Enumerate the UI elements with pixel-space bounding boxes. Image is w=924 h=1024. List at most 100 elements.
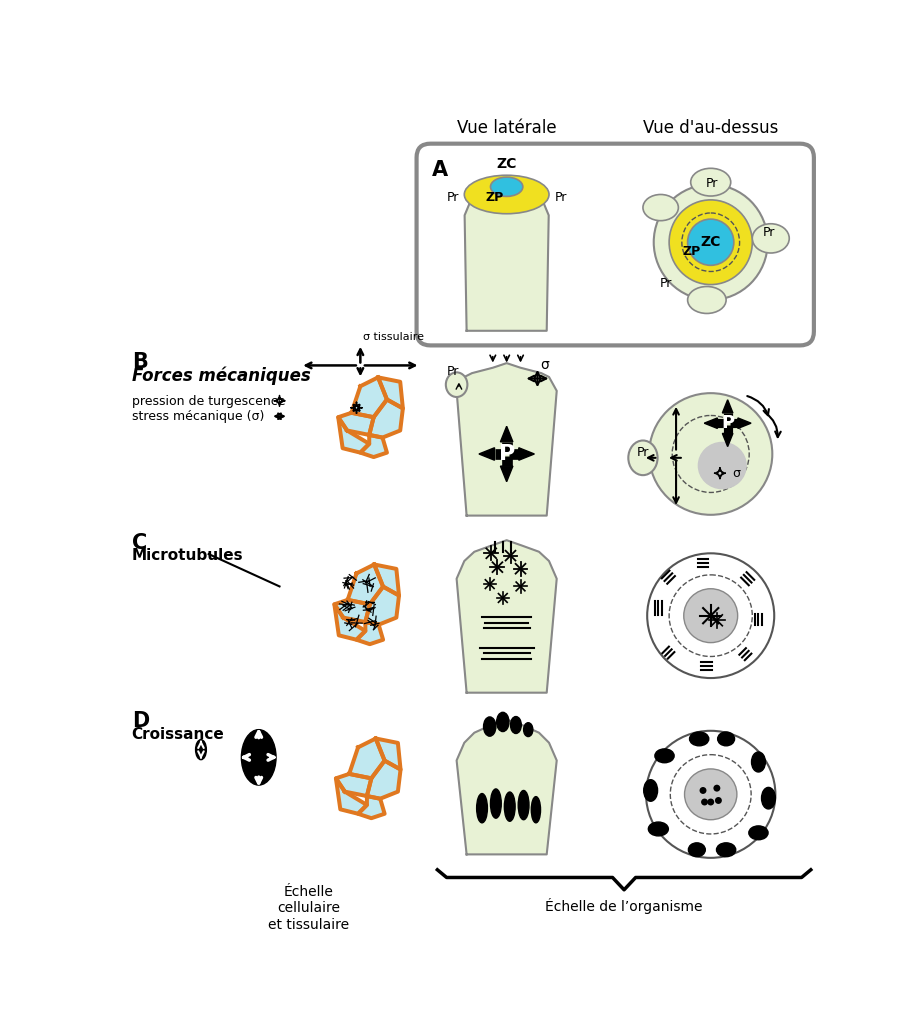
Ellipse shape (649, 393, 772, 515)
Text: Forces mécaniques: Forces mécaniques (132, 367, 310, 385)
Text: Pr: Pr (446, 366, 459, 379)
Ellipse shape (491, 177, 523, 197)
Ellipse shape (628, 440, 658, 475)
Ellipse shape (491, 788, 501, 818)
Polygon shape (367, 761, 401, 799)
Polygon shape (351, 378, 387, 417)
Text: ZC: ZC (496, 158, 517, 171)
Text: σ: σ (732, 467, 740, 480)
Polygon shape (338, 417, 370, 453)
Polygon shape (378, 378, 403, 409)
Text: B: B (132, 351, 148, 372)
Polygon shape (501, 466, 513, 481)
Polygon shape (723, 399, 733, 413)
Text: pression de turgescence: pression de turgescence (132, 394, 286, 408)
Ellipse shape (701, 799, 708, 806)
Ellipse shape (751, 752, 765, 772)
Text: Microtubules: Microtubules (132, 548, 243, 563)
Polygon shape (374, 564, 399, 596)
Ellipse shape (707, 799, 714, 806)
Polygon shape (376, 738, 401, 769)
Text: P: P (721, 414, 735, 432)
Polygon shape (704, 418, 717, 428)
Ellipse shape (718, 732, 735, 745)
Polygon shape (347, 564, 383, 604)
Ellipse shape (647, 553, 774, 678)
Ellipse shape (241, 730, 276, 785)
Polygon shape (479, 447, 494, 460)
Text: C: C (132, 532, 147, 553)
Polygon shape (456, 720, 556, 854)
Ellipse shape (689, 732, 709, 745)
Ellipse shape (684, 589, 737, 643)
Text: σ: σ (540, 358, 549, 373)
Text: Pr: Pr (706, 177, 719, 189)
Ellipse shape (682, 213, 739, 271)
Ellipse shape (511, 717, 521, 733)
Polygon shape (336, 778, 367, 814)
Polygon shape (365, 587, 399, 625)
Ellipse shape (691, 168, 731, 196)
Polygon shape (357, 622, 383, 644)
Text: P: P (499, 444, 515, 464)
Ellipse shape (669, 200, 752, 285)
Polygon shape (338, 413, 373, 435)
Polygon shape (334, 604, 365, 640)
Polygon shape (349, 738, 384, 778)
Text: ZP: ZP (486, 191, 505, 204)
Ellipse shape (713, 784, 721, 792)
Ellipse shape (497, 713, 509, 731)
Text: Échelle
cellulaire
et tissulaire: Échelle cellulaire et tissulaire (268, 885, 349, 932)
Polygon shape (334, 600, 370, 622)
Ellipse shape (646, 731, 775, 858)
Ellipse shape (649, 822, 668, 836)
Ellipse shape (196, 739, 206, 760)
Ellipse shape (464, 175, 549, 214)
Text: σ tissulaire: σ tissulaire (363, 333, 424, 342)
Text: Pr: Pr (637, 445, 650, 459)
Polygon shape (738, 418, 751, 428)
Ellipse shape (655, 749, 675, 763)
Text: A: A (432, 160, 448, 180)
Text: Pr: Pr (554, 191, 566, 204)
Ellipse shape (688, 843, 705, 857)
Polygon shape (456, 364, 556, 515)
Text: Pr: Pr (660, 276, 673, 290)
Text: Pr: Pr (762, 226, 774, 239)
Ellipse shape (687, 287, 726, 313)
Ellipse shape (699, 787, 707, 794)
Ellipse shape (483, 717, 496, 736)
Polygon shape (723, 433, 733, 446)
Text: Croissance: Croissance (132, 727, 225, 741)
Ellipse shape (643, 195, 678, 220)
Text: stress mécanique (σ): stress mécanique (σ) (132, 410, 264, 423)
Polygon shape (456, 541, 556, 692)
Text: Vue d'au-dessus: Vue d'au-dessus (643, 119, 778, 137)
Text: Vue latérale: Vue latérale (456, 119, 556, 137)
Ellipse shape (685, 769, 737, 820)
FancyBboxPatch shape (417, 143, 814, 345)
Ellipse shape (524, 723, 533, 736)
Ellipse shape (518, 791, 529, 820)
Text: Échelle de l’organisme: Échelle de l’organisme (545, 897, 703, 913)
Ellipse shape (748, 826, 768, 840)
Ellipse shape (654, 184, 768, 300)
Polygon shape (465, 177, 549, 331)
Polygon shape (359, 796, 384, 818)
Ellipse shape (477, 794, 488, 823)
Ellipse shape (761, 787, 775, 809)
Ellipse shape (446, 373, 468, 397)
Polygon shape (336, 774, 371, 796)
Ellipse shape (644, 779, 658, 801)
Ellipse shape (531, 797, 541, 823)
Polygon shape (518, 447, 534, 460)
Ellipse shape (505, 792, 516, 821)
Text: ZC: ZC (700, 236, 721, 249)
Polygon shape (370, 399, 403, 437)
Ellipse shape (716, 843, 736, 857)
Text: D: D (132, 711, 149, 731)
Ellipse shape (715, 797, 722, 804)
Polygon shape (360, 435, 387, 457)
Text: Pr: Pr (446, 191, 459, 204)
Ellipse shape (699, 442, 747, 488)
